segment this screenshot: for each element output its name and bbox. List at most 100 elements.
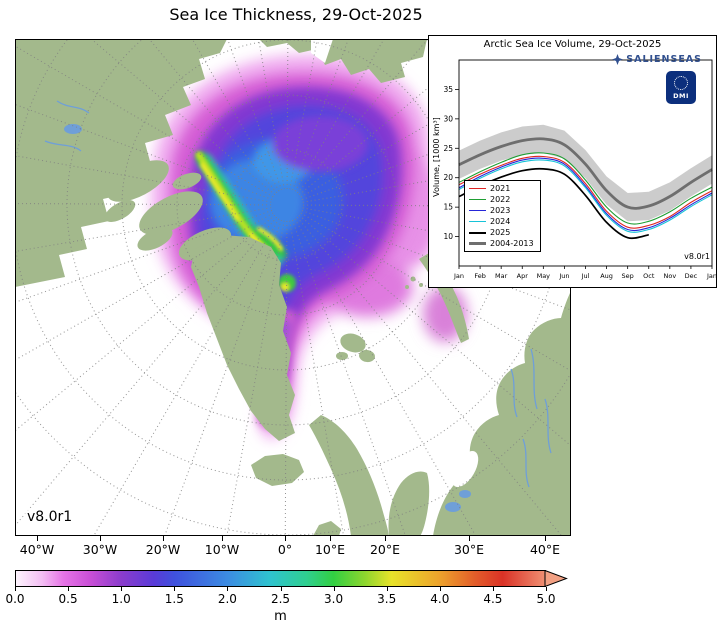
colorbar-tick bbox=[68, 587, 70, 591]
finland-landmass bbox=[388, 471, 430, 536]
arctic-island bbox=[92, 174, 118, 194]
british-isles bbox=[313, 521, 341, 536]
longitude-tick bbox=[545, 536, 546, 541]
longitude-label: 30°E bbox=[453, 542, 485, 557]
longitude-tick bbox=[222, 536, 223, 541]
x-tick-label: Jan bbox=[453, 272, 464, 280]
longitude-label: 0° bbox=[277, 542, 293, 557]
x-tick-label: Nov bbox=[663, 272, 676, 280]
meridian-line bbox=[302, 155, 571, 203]
meridian-line bbox=[15, 212, 274, 361]
meridian-line bbox=[289, 39, 318, 190]
arctic-island bbox=[104, 200, 136, 222]
dmi-logo-ring-icon bbox=[674, 75, 688, 90]
meridian-line bbox=[294, 218, 477, 536]
x-tick-label: Feb bbox=[474, 272, 486, 280]
latitude-circle bbox=[176, 94, 398, 316]
series-line-2021 bbox=[458, 155, 713, 229]
climatology-band bbox=[459, 124, 712, 222]
arctic-island bbox=[137, 227, 173, 251]
colorbar-tick-label: 5.0 bbox=[536, 592, 556, 606]
longitude-tick bbox=[385, 536, 386, 541]
legend-entry-2004-2013: 2004-2013 bbox=[469, 239, 534, 248]
colorbar-tick bbox=[174, 587, 176, 591]
arctic-island bbox=[107, 160, 169, 202]
colorbar-tick bbox=[492, 587, 494, 591]
colorbar-tick bbox=[121, 587, 123, 591]
y-tick-label: 10 bbox=[443, 232, 453, 241]
meridian-line bbox=[291, 219, 407, 536]
svalbard-island bbox=[359, 349, 375, 363]
arctic-island bbox=[139, 191, 203, 235]
x-tick-label: Jan bbox=[706, 272, 716, 280]
bering-strait bbox=[311, 39, 333, 63]
meridian-line bbox=[302, 204, 571, 207]
longitude-label: 40°E bbox=[529, 542, 561, 557]
russia-landmass bbox=[433, 179, 571, 536]
inset-title: Arctic Sea Ice Volume, 29-Oct-2025 bbox=[483, 39, 662, 50]
y-tick-label: 35 bbox=[443, 85, 453, 94]
x-tick-label: Apr bbox=[517, 272, 529, 280]
colorbar-tick-label: 1.5 bbox=[164, 592, 184, 606]
longitude-label: 30°W bbox=[82, 542, 118, 557]
legend-line-swatch bbox=[469, 188, 486, 189]
legend-line-swatch bbox=[469, 231, 486, 234]
meridian-line bbox=[93, 218, 280, 536]
colorbar-tick-label: 3.5 bbox=[377, 592, 397, 606]
colorbar-tick-label: 3.0 bbox=[324, 592, 344, 606]
meridian-line bbox=[301, 210, 571, 311]
colorbar-tick-label: 0.5 bbox=[58, 592, 78, 606]
colorbar-tick-label: 0.0 bbox=[5, 592, 25, 606]
colorbar-tick bbox=[333, 587, 335, 591]
meridian-line bbox=[227, 39, 283, 191]
colorbar-tick bbox=[15, 587, 16, 591]
meridian-line bbox=[302, 207, 571, 258]
longitude-tick bbox=[100, 536, 101, 541]
legend-entry-2025: 2025 bbox=[469, 228, 534, 237]
legend-entry-2022: 2022 bbox=[469, 195, 534, 204]
x-tick-label: Dec bbox=[685, 272, 698, 280]
x-tick-label: Jun bbox=[558, 272, 569, 280]
latitude-circle bbox=[231, 149, 343, 261]
volume-inset-chart: Arctic Sea Ice Volume, 29-Oct-2025 10 15 2… bbox=[428, 35, 717, 288]
longitude-label: 10°W bbox=[204, 542, 240, 557]
legend-line-swatch bbox=[469, 242, 486, 245]
longitude-tick bbox=[469, 536, 470, 541]
colorbar-tick-label: 2.5 bbox=[270, 592, 291, 606]
x-tick-label: Aug bbox=[600, 272, 613, 280]
greenland-landmass bbox=[191, 235, 295, 441]
legend-label: 2022 bbox=[490, 195, 511, 204]
longitude-tick bbox=[37, 536, 38, 541]
meridian-line bbox=[15, 155, 272, 203]
legend-label: 2021 bbox=[490, 184, 511, 193]
meridian-line bbox=[286, 39, 289, 190]
franz-josef-island bbox=[410, 276, 416, 282]
y-tick-label: 30 bbox=[443, 114, 453, 123]
x-tick-label: Sep bbox=[622, 272, 634, 280]
meridian-line bbox=[294, 39, 385, 192]
meridian-line bbox=[90, 39, 276, 196]
legend-line-swatch bbox=[469, 210, 486, 211]
meridian-line bbox=[15, 203, 272, 206]
longitude-tick bbox=[163, 536, 164, 541]
meridian-line bbox=[15, 207, 272, 253]
legend-label: 2004-2013 bbox=[490, 239, 534, 248]
longitude-label: 40°W bbox=[19, 542, 55, 557]
meridian-line bbox=[226, 220, 285, 536]
meridian-line bbox=[258, 39, 285, 190]
meridian-line bbox=[296, 216, 563, 536]
x-tick-label: Jul bbox=[581, 272, 590, 280]
colorbar-tick-label: 2.0 bbox=[217, 592, 237, 606]
land-layer bbox=[15, 39, 571, 536]
x-tick-label: May bbox=[537, 272, 551, 280]
rivers-lakes bbox=[44, 100, 552, 512]
colorbar-tick bbox=[227, 587, 229, 591]
series-line-2022 bbox=[458, 152, 713, 225]
inset-version-label: v8.0r1 bbox=[684, 252, 710, 261]
north-america-landmass bbox=[15, 39, 227, 287]
svalbard-island bbox=[336, 352, 348, 360]
legend-line-swatch bbox=[469, 221, 486, 222]
meridian-line bbox=[289, 220, 345, 536]
dmi-logo: DMI bbox=[666, 71, 696, 104]
